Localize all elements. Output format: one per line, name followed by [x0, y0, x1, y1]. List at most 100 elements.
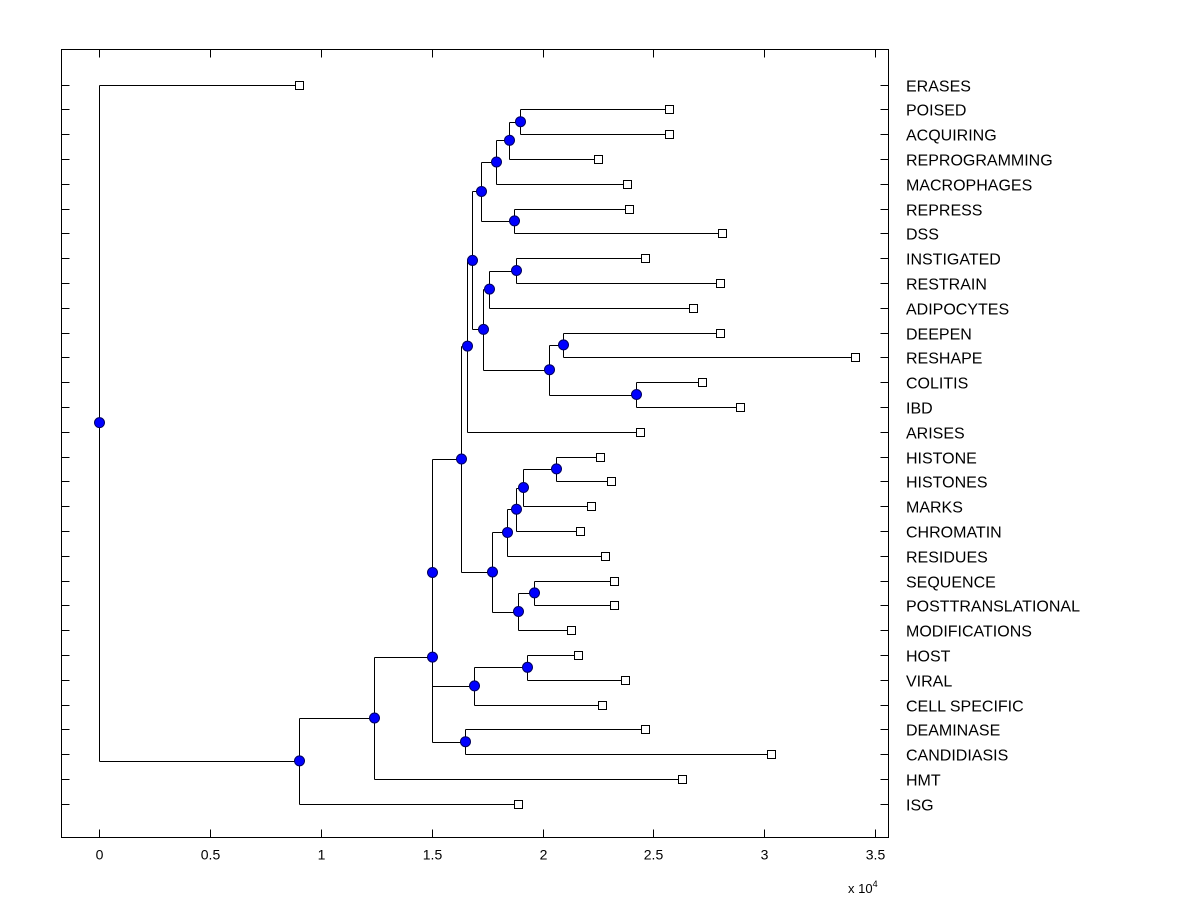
leaf-marker	[698, 378, 707, 387]
plot-frame	[61, 49, 889, 838]
merge-node	[513, 606, 524, 617]
merge-node	[522, 661, 533, 673]
leaf-marker	[636, 428, 645, 437]
x-axis: 0 0.5 1 1.5 2 2.5 3 3.5	[96, 49, 886, 863]
merge-node	[469, 680, 480, 692]
x-scale-multiplier: x 104	[848, 879, 878, 896]
merge-node	[294, 755, 305, 767]
merge-node	[502, 526, 513, 538]
leaf-label: RESTRAIN	[906, 277, 987, 294]
merge-node	[515, 116, 526, 128]
merge-node	[369, 712, 380, 724]
merge-node	[484, 283, 495, 295]
leaf-label: HISTONES	[906, 475, 988, 492]
leaf-marker	[625, 205, 634, 214]
leaf-label: COLITIS	[906, 376, 968, 393]
leaf-marker	[598, 701, 607, 710]
leaf-marker	[514, 800, 523, 809]
leaf-label: CHROMATIN	[906, 525, 1002, 542]
merge-node	[456, 453, 467, 465]
merge-node	[462, 340, 473, 352]
leaf-marker	[594, 155, 603, 164]
merge-node	[529, 587, 540, 599]
leaf-marker	[576, 527, 585, 536]
leaf-marker	[623, 180, 632, 189]
leaf-marker	[689, 304, 698, 313]
leaf-label: ISG	[906, 798, 934, 815]
leaf-marker	[596, 453, 605, 462]
leaf-label: REPRESS	[906, 203, 982, 220]
leaf-label: DEAMINASE	[906, 723, 1000, 740]
leaf-marker	[767, 750, 776, 759]
x-tick-label: 2	[540, 847, 548, 863]
merge-node	[476, 185, 487, 197]
x-tick-label: 2.5	[644, 847, 664, 863]
merge-node	[491, 156, 502, 168]
leaf-label: DEEPEN	[906, 327, 972, 344]
leaf-marker	[736, 403, 745, 412]
merge-node	[511, 265, 522, 276]
leaf-label: CANDIDIASIS	[906, 748, 1008, 765]
leaf-marker	[601, 552, 610, 561]
leaf-label: MODIFICATIONS	[906, 624, 1032, 641]
merge-node	[631, 389, 642, 400]
leaf-label: DSS	[906, 227, 939, 244]
leaf-marker	[718, 229, 727, 238]
merge-node	[551, 463, 562, 475]
merge-nodes	[94, 116, 642, 767]
leaf-label: CELL SPECIFIC	[906, 699, 1024, 716]
x-tick-label: 3	[761, 847, 769, 863]
merge-node	[467, 254, 478, 266]
leaf-marker	[610, 601, 619, 610]
leaf-marker	[641, 725, 650, 734]
merge-node	[504, 134, 515, 146]
merge-node	[511, 503, 522, 515]
merge-node	[478, 323, 489, 335]
x-scale-base: x 10	[848, 881, 873, 896]
leaf-label: HOST	[906, 649, 951, 666]
leaf-label: RESHAPE	[906, 351, 982, 368]
x-tick-label: 1	[318, 847, 326, 863]
leaf-marker	[587, 502, 596, 511]
x-tick-label: 3.5	[866, 847, 886, 863]
leaf-label: MARKS	[906, 500, 963, 517]
leaf-labels: ERASES POISED ACQUIRING REPROGRAMMING MACROP…	[906, 79, 1080, 815]
leaf-marker	[678, 775, 687, 784]
leaf-label: ERASES	[906, 79, 971, 96]
y-axis-ticks	[61, 85, 889, 805]
leaf-label: VIRAL	[906, 674, 952, 691]
merge-node	[544, 364, 555, 376]
x-scale-exponent: 4	[873, 879, 878, 889]
leaf-marker	[665, 130, 674, 139]
merge-node	[460, 736, 471, 748]
merge-node	[94, 417, 105, 429]
merge-node	[427, 651, 438, 663]
merge-node	[509, 215, 520, 227]
x-tick-label: 1.5	[423, 847, 443, 863]
leaf-marker	[610, 577, 619, 586]
leaf-marker	[621, 676, 630, 685]
leaf-marker	[716, 329, 725, 338]
leaf-label: IBD	[906, 401, 933, 418]
x-tick-label: 0	[96, 847, 104, 863]
leaf-label: HISTONE	[906, 451, 977, 468]
leaf-label: RESIDUES	[906, 550, 988, 567]
leaf-markers	[295, 81, 860, 809]
leaf-marker	[607, 477, 616, 486]
leaf-label: SEQUENCE	[906, 575, 996, 592]
merge-node	[518, 482, 529, 493]
leaf-marker	[665, 105, 674, 114]
leaf-label: HMT	[906, 773, 941, 790]
leaf-marker	[295, 81, 304, 90]
leaf-label: ACQUIRING	[906, 128, 997, 145]
leaf-marker	[716, 279, 725, 288]
leaf-marker	[567, 626, 576, 635]
leaf-label: ADIPOCYTES	[906, 302, 1009, 319]
merge-node	[427, 566, 438, 578]
leaf-label: MACROPHAGES	[906, 178, 1032, 195]
x-tick-label: 0.5	[201, 847, 221, 863]
leaf-label: REPROGRAMMING	[906, 153, 1053, 170]
leaf-marker	[574, 651, 583, 660]
leaf-label: POSTTRANSLATIONAL	[906, 599, 1080, 616]
